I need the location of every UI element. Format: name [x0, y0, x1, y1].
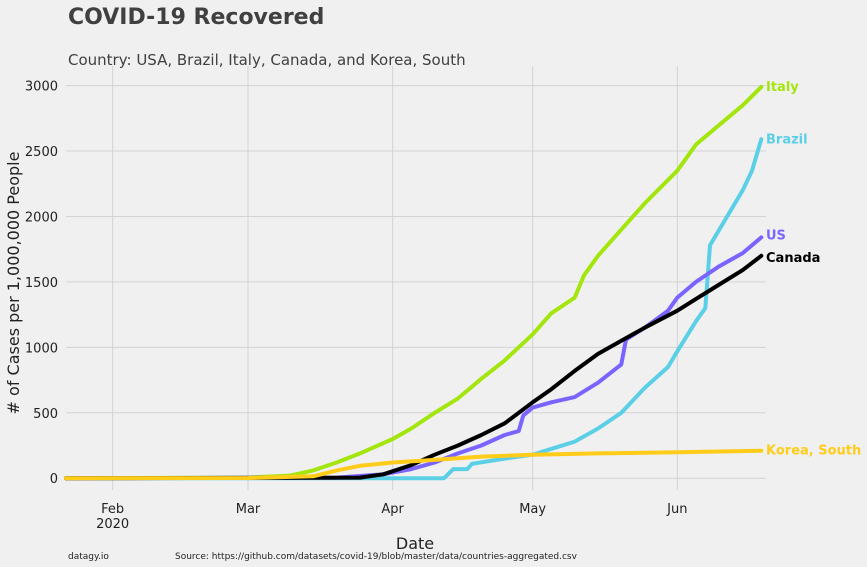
x-axis-label: Date	[396, 534, 434, 553]
series-line-korea-south	[64, 448, 764, 481]
gridlines	[66, 66, 766, 490]
y-tick-label: 3000	[25, 80, 58, 95]
y-axis-label: # of Cases per 1,000,000 People	[4, 152, 23, 415]
series-label-us: US	[766, 228, 786, 243]
x-tick-label: Feb	[101, 502, 124, 517]
footer-credit: datagy.io	[68, 552, 109, 562]
series-line-canada	[64, 253, 764, 481]
footer-source: Source: https://github.com/datasets/covi…	[175, 552, 578, 562]
series-line-italy	[64, 84, 764, 481]
y-tick-label: 500	[33, 407, 58, 422]
series-label-brazil: Brazil	[766, 132, 808, 147]
series-label-korea-south: Korea, South	[766, 444, 861, 459]
x-tick-label: Apr	[381, 502, 404, 517]
series-label-canada: Canada	[766, 251, 820, 266]
series-label-italy: Italy	[766, 80, 799, 95]
series-labels: Italy Brazil US Canada Korea, South	[766, 80, 861, 459]
series-line-brazil	[64, 137, 764, 481]
x-tick-sublabel: 2020	[96, 517, 129, 532]
y-tick-label: 1000	[25, 341, 58, 356]
y-tick-label: 2000	[25, 210, 58, 225]
y-axis-ticks: 0 500 1000 1500 2000 2500 3000	[25, 80, 58, 488]
x-tick-label: Jun	[666, 502, 687, 517]
series-lines	[64, 84, 764, 481]
x-tick-label: Mar	[236, 502, 261, 517]
x-tick-label: May	[519, 502, 546, 517]
chart-subtitle: Country: USA, Brazil, Italy, Canada, and…	[68, 51, 466, 69]
series-line-us	[64, 235, 764, 481]
y-tick-label: 0	[50, 472, 58, 487]
chart-title: COVID-19 Recovered	[68, 5, 324, 30]
y-tick-label: 1500	[25, 276, 58, 291]
y-tick-label: 2500	[25, 145, 58, 160]
